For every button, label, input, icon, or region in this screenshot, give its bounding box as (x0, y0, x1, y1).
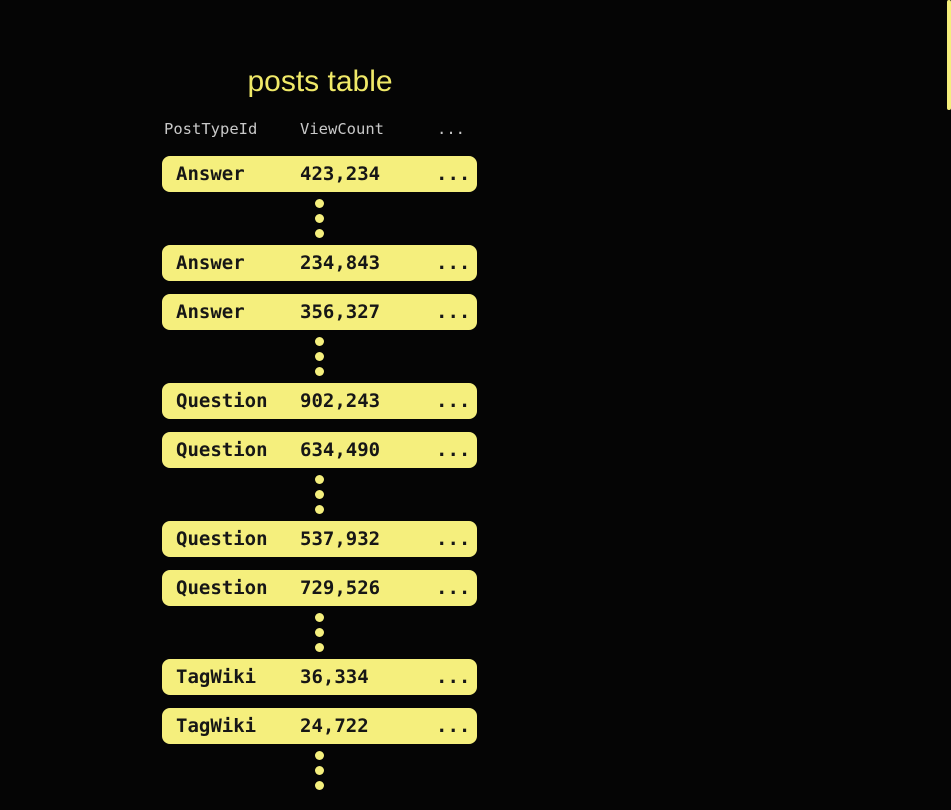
cell-more: ... (436, 577, 471, 599)
cell-view-count: 729,526 (300, 577, 381, 599)
dot (315, 613, 324, 622)
table-row: Question 902,243... (162, 383, 477, 419)
table-row: TagWiki 36,334... (162, 659, 477, 695)
dot (315, 367, 324, 376)
dot (315, 643, 324, 652)
cell-post-type: Answer (176, 252, 245, 274)
dot (315, 337, 324, 346)
cell-post-type: Answer (176, 163, 245, 185)
dot (315, 628, 324, 637)
column-header-view-count: ViewCount (300, 120, 384, 138)
column-header-more: ... (437, 120, 465, 138)
row-group: Question 902,243... Question 634,490... (162, 383, 477, 468)
cell-post-type: TagWiki (176, 715, 257, 737)
dot (315, 751, 324, 760)
table-title: posts table (247, 65, 393, 98)
dot (315, 766, 324, 775)
cell-view-count: 902,243 (300, 390, 381, 412)
table-row: Question 537,932... (162, 521, 477, 557)
cell-view-count: 234,843 (300, 252, 381, 274)
dot (315, 229, 324, 238)
cell-post-type: Question (176, 390, 268, 412)
cell-view-count: 423,234 (300, 163, 381, 185)
table-row: Answer 356,327... (162, 294, 477, 330)
ellipsis-dots (162, 606, 477, 659)
row-group: Answer 234,843... Answer 356,327... (162, 245, 477, 330)
cell-more: ... (436, 301, 471, 323)
cell-post-type: Question (176, 439, 268, 461)
table-row: Answer 234,843... (162, 245, 477, 281)
cell-more: ... (436, 252, 471, 274)
table-row: Question 634,490... (162, 432, 477, 468)
dot (315, 214, 324, 223)
dot (315, 505, 324, 514)
cell-view-count: 537,932 (300, 528, 381, 550)
column-headers: PostTypeId ViewCount ... (162, 120, 478, 139)
cell-post-type: Answer (176, 301, 245, 323)
table-row: Answer 423,234... (162, 156, 477, 192)
ellipsis-dots (162, 192, 477, 245)
cell-more: ... (436, 163, 471, 185)
posts-table: Answer 423,234... Answer 234,843... Answer 35… (162, 156, 477, 797)
column-header-post-type-id: PostTypeId (164, 120, 258, 138)
row-group: TagWiki 36,334... TagWiki 24,722... (162, 659, 477, 744)
ellipsis-dots (162, 330, 477, 383)
dot (315, 199, 324, 208)
cell-post-type: TagWiki (176, 666, 257, 688)
cell-view-count: 36,334 (300, 666, 369, 688)
dot (315, 781, 324, 790)
ellipsis-dots (162, 744, 477, 797)
row-group: Question 537,932... Question 729,526... (162, 521, 477, 606)
cell-view-count: 24,722 (300, 715, 369, 737)
cell-more: ... (436, 666, 471, 688)
cell-more: ... (436, 715, 471, 737)
ellipsis-dots (162, 468, 477, 521)
cell-post-type: Question (176, 577, 268, 599)
cell-more: ... (436, 390, 471, 412)
cell-view-count: 356,327 (300, 301, 381, 323)
cell-view-count: 634,490 (300, 439, 381, 461)
cell-more: ... (436, 439, 471, 461)
scrollbar-thumb[interactable] (947, 0, 951, 110)
table-row: Question 729,526... (162, 570, 477, 606)
cell-post-type: Question (176, 528, 268, 550)
dot (315, 475, 324, 484)
dot (315, 352, 324, 361)
cell-more: ... (436, 528, 471, 550)
table-row: TagWiki 24,722... (162, 708, 477, 744)
dot (315, 490, 324, 499)
row-group: Answer 423,234... (162, 156, 477, 192)
